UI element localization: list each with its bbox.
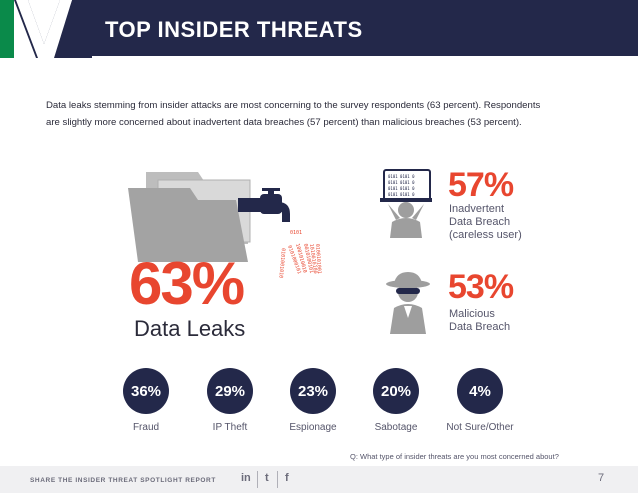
threat-circle-fraud: 36%	[123, 368, 169, 414]
label-line: (careless user)	[449, 229, 522, 241]
folder-icon	[128, 172, 251, 262]
threat-label-ip-theft: IP Theft	[212, 422, 248, 433]
page-number: 7	[598, 472, 605, 484]
threat-circle-not-sure: 4%	[457, 368, 503, 414]
survey-question: Q: What type of insider threats are you …	[350, 452, 559, 461]
logo-icon	[0, 0, 92, 58]
threat-circle-espionage: 23%	[290, 368, 336, 414]
threat-label-fraud: Fraud	[132, 422, 160, 433]
intro-line: are slightly more concerned about inadve…	[46, 117, 522, 128]
inadvertent-percent: 57%	[448, 166, 514, 204]
svg-text:1010010100: 1010010100	[308, 243, 318, 274]
divider	[257, 471, 258, 488]
svg-text:0101 0101 0: 0101 0101 0	[388, 192, 415, 197]
label-line: Data Breach	[449, 216, 511, 228]
header-bar	[90, 0, 638, 56]
linkedin-icon[interactable]: in	[241, 472, 251, 484]
label-line: Data Breach	[449, 321, 511, 333]
svg-text:0101: 0101	[290, 230, 302, 236]
malicious-percent: 53%	[448, 268, 514, 306]
threat-circle-ip-theft: 29%	[207, 368, 253, 414]
intro-line: Data leaks stemming from insider attacks…	[46, 100, 541, 111]
svg-text:0101001010: 0101001010	[277, 248, 286, 279]
svg-text:0100101001: 0100101001	[314, 244, 322, 274]
share-text: SHARE THE INSIDER THREAT SPOTLIGHT REPOR…	[30, 477, 216, 484]
threat-label-espionage: Espionage	[289, 422, 337, 433]
divider	[277, 471, 278, 488]
malicious-label: Malicious Data Breach	[449, 308, 510, 334]
faucet-icon	[238, 188, 290, 222]
data-leaks-percent: 63%	[129, 250, 245, 317]
svg-text:0101 0101 0: 0101 0101 0	[388, 174, 415, 179]
threat-label-sabotage: Sabotage	[374, 422, 418, 433]
label-line: Malicious	[449, 308, 495, 320]
threat-label-not-sure: Not Sure/Other	[446, 422, 514, 433]
inadvertent-label: Inadvertent Data Breach (careless user)	[449, 203, 522, 242]
spy-icon	[386, 272, 430, 334]
page-title: TOP INSIDER THREATS	[105, 17, 363, 42]
twitter-icon[interactable]: t	[265, 472, 269, 484]
careless-user-icon: 0101 0101 0 0101 0101 0 0101 0101 0 0101…	[380, 169, 432, 238]
facebook-icon[interactable]: f	[285, 472, 289, 484]
svg-text:0101 0101 0: 0101 0101 0	[388, 186, 415, 191]
data-leaks-label: Data Leaks	[134, 316, 246, 341]
label-line: Inadvertent	[449, 203, 505, 215]
header: TOP INSIDER THREATS	[0, 0, 638, 58]
binary-stream-icon: 0101 0101000101 1001010010 0010100101 10…	[277, 230, 322, 279]
footer	[0, 466, 638, 493]
threat-circle-sabotage: 20%	[373, 368, 419, 414]
svg-text:0101 0101 0: 0101 0101 0	[388, 180, 415, 185]
intro-paragraph: Data leaks stemming from insider attacks…	[46, 97, 616, 131]
